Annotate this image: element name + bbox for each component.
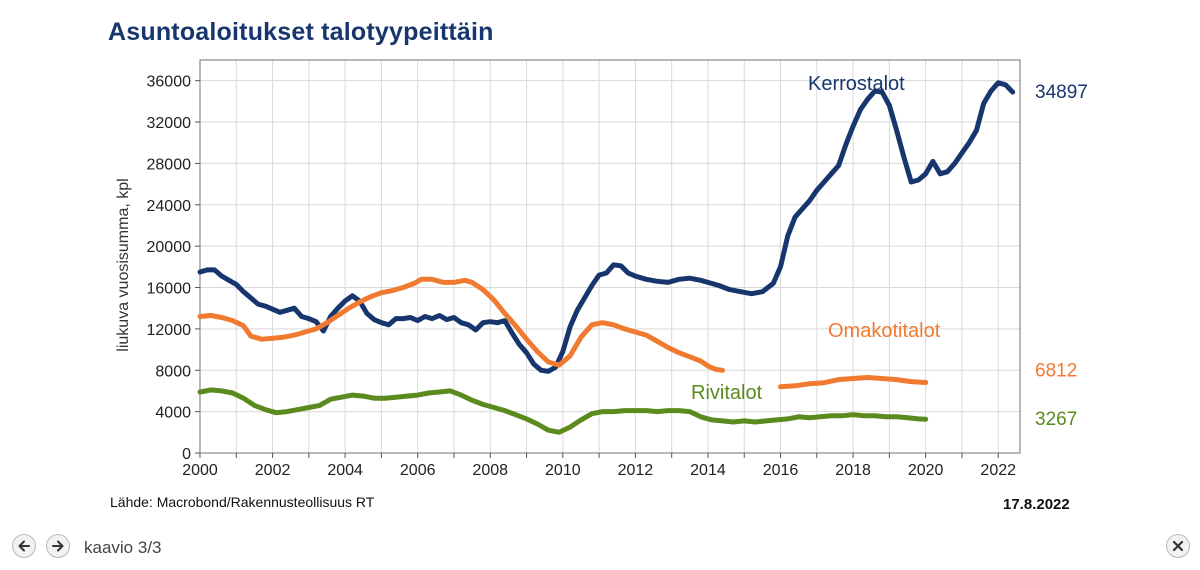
- line-chart: 0 4000 8000 12000 16000 20000 24000 28000 32000 3…: [115, 59, 1088, 479]
- x-tick-label: 2006: [400, 462, 436, 479]
- chart-date: 17.8.2022: [1003, 496, 1070, 513]
- end-value-label: 6812: [1035, 360, 1077, 381]
- y-tick-label: 20000: [147, 239, 192, 256]
- y-axis-ticks: 0 4000 8000 12000 16000 20000 24000 28000 32000 3…: [147, 74, 200, 463]
- close-button[interactable]: [1166, 534, 1190, 558]
- series-line-omakotitalot: [197, 276, 725, 373]
- source-note: Lähde: Macrobond/Rakennusteollisuus RT: [110, 494, 375, 510]
- previous-button[interactable]: [12, 534, 36, 558]
- x-tick-label: 2004: [327, 462, 363, 479]
- y-tick-label: 0: [182, 446, 191, 463]
- x-axis-ticks: 2000 2002 2004 2006 2008 2010 2012 2014 2016 2018…: [182, 453, 1016, 479]
- y-tick-label: 36000: [147, 74, 192, 91]
- series-line-rivitalot: [197, 387, 929, 435]
- series-name-label: Omakotitalot: [828, 320, 941, 342]
- x-tick-label: 2010: [545, 462, 581, 479]
- chart-title: Asuntoaloitukset talotyypeittäin: [108, 18, 494, 46]
- next-button[interactable]: [46, 534, 70, 558]
- plot-border: [199, 59, 1021, 454]
- x-tick-label: 2008: [472, 462, 508, 479]
- y-tick-label: 4000: [155, 405, 191, 422]
- end-value-label: 34897: [1035, 82, 1088, 103]
- x-tick-label: 2014: [690, 462, 726, 479]
- x-tick-label: 2020: [908, 462, 944, 479]
- arrow-left-icon: [18, 540, 30, 552]
- series-name-label: Rivitalot: [691, 382, 763, 404]
- y-tick-label: 28000: [147, 156, 192, 173]
- slide-counter: kaavio 3/3: [84, 538, 162, 557]
- x-tick-label: 2002: [255, 462, 291, 479]
- x-tick-label: 2012: [618, 462, 654, 479]
- y-tick-label: 16000: [147, 281, 192, 298]
- y-tick-label: 32000: [147, 115, 192, 132]
- close-icon: [1172, 540, 1184, 552]
- x-tick-label: 2022: [980, 462, 1016, 479]
- y-axis-label: liukuva vuosisumma, kpl: [115, 178, 132, 351]
- end-value-label: 3267: [1035, 409, 1077, 430]
- series-line-omakotitalot: [778, 375, 929, 390]
- y-tick-label: 8000: [155, 363, 191, 380]
- series-labels: 34897 6812 3267 Kerrostalot Omakotitalot Rivi…: [691, 73, 1088, 430]
- x-tick-label: 2016: [763, 462, 799, 479]
- x-tick-label: 2018: [835, 462, 871, 479]
- y-tick-label: 24000: [147, 198, 192, 215]
- chart-series: [197, 80, 1016, 435]
- series-name-label: Kerrostalot: [808, 73, 905, 95]
- y-tick-label: 12000: [147, 322, 192, 339]
- chart-grid: [200, 60, 1020, 453]
- plot-frame: [199, 59, 1021, 454]
- arrow-right-icon: [52, 540, 64, 552]
- x-tick-label: 2000: [182, 462, 218, 479]
